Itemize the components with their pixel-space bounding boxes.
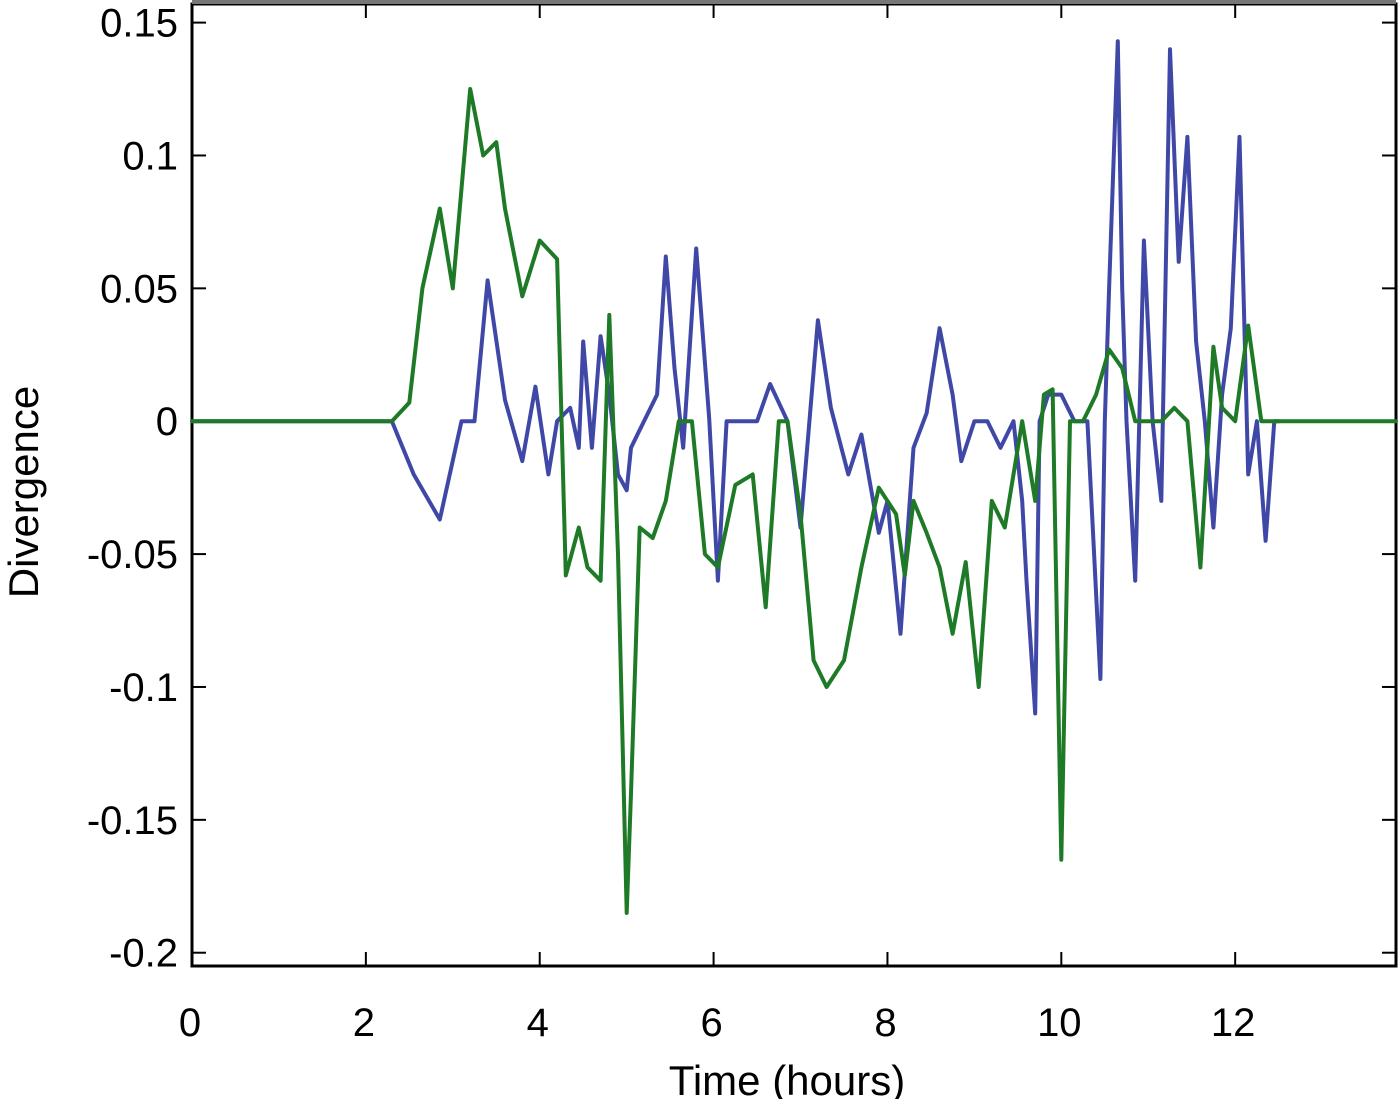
y-tick-label: -0.15 — [87, 799, 178, 843]
y-tick-label: 0.15 — [100, 2, 178, 46]
y-tick-label: 0 — [156, 400, 178, 444]
series-line-1 — [192, 41, 1279, 713]
x-tick-label: 10 — [1037, 1001, 1082, 1045]
y-tick-label: -0.2 — [109, 932, 178, 976]
x-tick-label: 4 — [527, 1001, 549, 1045]
y-tick-label: -0.05 — [87, 533, 178, 577]
x-tick-label: 2 — [353, 1001, 375, 1045]
series-lines — [192, 41, 1396, 913]
y-tick-label: -0.1 — [109, 666, 178, 710]
x-tick-label: 0 — [179, 1001, 201, 1045]
x-tick-label: 8 — [874, 1001, 896, 1045]
x-tick-label: 6 — [700, 1001, 722, 1045]
x-tick-label: 12 — [1211, 1001, 1256, 1045]
y-axis-title: Divergence — [0, 386, 47, 598]
y-tick-label: 0.05 — [100, 267, 178, 311]
y-tick-label: 0.1 — [122, 134, 178, 178]
x-axis-title: Time (hours) — [669, 1057, 905, 1099]
axes: 0 2 4 6 8 10 12 0.15 0.1 0.05 0 -0.05 -0.1 -0.15 -0.2 — [87, 2, 1396, 1045]
